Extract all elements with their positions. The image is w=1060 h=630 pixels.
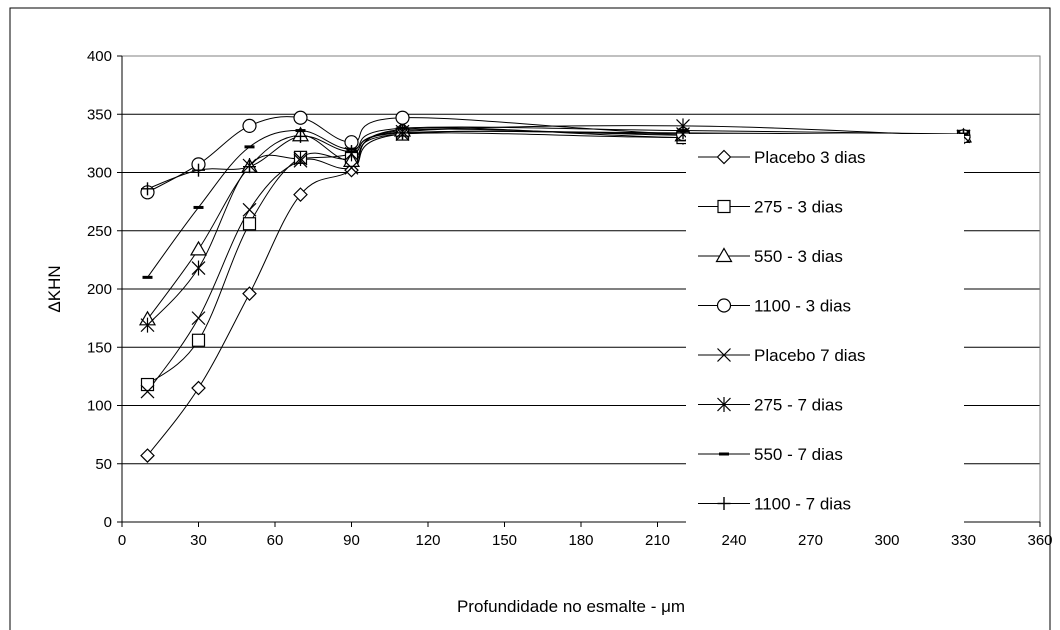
legend-marker <box>717 199 731 214</box>
legend: Placebo 3 dias 275 - 3 dias 550 - 3 dias 11… <box>686 134 964 528</box>
legend-background <box>686 134 964 528</box>
x-tick-label: 360 <box>1027 532 1052 549</box>
legend-item: Placebo 3 dias <box>698 148 866 167</box>
y-tick-label: 350 <box>87 106 112 123</box>
data-point-0 <box>191 380 206 396</box>
x-tick-label: 270 <box>798 532 823 549</box>
legend-label: 275 - 3 dias <box>754 198 843 217</box>
series-line-5 <box>147 125 964 326</box>
legend-item: Placebo 7 dias <box>698 346 866 365</box>
x-tick-label: 150 <box>492 532 517 549</box>
data-point-7 <box>676 126 690 140</box>
legend-marker <box>717 348 731 362</box>
legend-label: 1100 - 7 dias <box>754 495 851 514</box>
data-point-0 <box>293 187 308 202</box>
x-tick-label: 330 <box>951 532 976 549</box>
legend-item: 275 - 7 dias <box>698 396 843 415</box>
legend-label: 550 - 3 dias <box>754 247 843 266</box>
data-point-7 <box>243 160 256 174</box>
x-tick-label: 180 <box>568 532 593 549</box>
legend-marker <box>715 247 733 263</box>
data-point-1 <box>191 333 206 347</box>
data-point-7 <box>294 129 307 143</box>
data-point-7 <box>396 126 409 140</box>
legend-label: 1100 - 3 dias <box>754 297 851 316</box>
x-tick-label: 60 <box>267 532 284 549</box>
data-point-1 <box>140 377 155 392</box>
x-axis-ticks: 0 30 60 90 120 150 180 210 240 270 300 330 360 <box>118 521 1053 549</box>
x-tick-label: 90 <box>343 532 360 549</box>
legend-item: 275 - 3 dias <box>698 198 843 217</box>
y-tick-label: 150 <box>87 339 112 356</box>
y-tick-label: 200 <box>87 281 112 298</box>
x-tick-label: 300 <box>874 532 899 549</box>
y-tick-label: 50 <box>95 456 112 473</box>
data-point-4 <box>344 160 359 175</box>
y-axis-ticks: 0 50 100 150 200 250 300 350 400 <box>87 48 123 531</box>
data-point-0 <box>140 448 155 463</box>
y-tick-label: 0 <box>104 514 112 531</box>
data-point-1 <box>242 217 257 231</box>
y-axis-label: ΔKHN <box>45 265 64 312</box>
y-tick-label: 250 <box>87 223 112 240</box>
legend-item: 1100 - 3 dias <box>698 297 851 316</box>
x-tick-label: 120 <box>415 532 440 549</box>
x-tick-label: 30 <box>190 532 207 549</box>
series-line-6 <box>147 126 964 278</box>
series-line-7 <box>147 130 964 190</box>
legend-label: Placebo 3 dias <box>754 148 866 167</box>
y-tick-label: 300 <box>87 165 112 182</box>
legend-label: 550 - 7 dias <box>754 445 843 464</box>
legend-item: 1100 - 7 dias <box>698 495 851 514</box>
legend-marker <box>716 149 732 165</box>
data-point-7 <box>192 163 205 177</box>
x-tick-label: 210 <box>645 532 670 549</box>
data-point-3 <box>395 110 410 125</box>
data-point-4 <box>140 384 155 399</box>
legend-item: 550 - 7 dias <box>698 445 843 464</box>
data-point-5 <box>293 151 308 167</box>
data-point-7 <box>141 182 154 196</box>
data-point-4 <box>242 202 257 217</box>
y-tick-label: 100 <box>87 398 112 415</box>
legend-marker <box>717 397 731 412</box>
data-point-0 <box>242 286 257 302</box>
y-tick-label: 400 <box>87 48 112 65</box>
data-point-3 <box>293 110 308 125</box>
data-point-4 <box>191 311 206 326</box>
data-point-3 <box>242 118 257 134</box>
data-point-5 <box>191 260 206 276</box>
legend-label: 275 - 7 dias <box>754 396 843 415</box>
x-tick-label: 0 <box>118 532 126 549</box>
legend-item: 550 - 3 dias <box>698 247 843 266</box>
data-point-7 <box>345 145 358 159</box>
x-axis-label: Profundidade no esmalte - μm <box>457 597 685 616</box>
legend-label: Placebo 7 dias <box>754 346 866 365</box>
legend-marker <box>716 298 732 313</box>
legend-marker <box>717 497 731 510</box>
data-point-2 <box>189 240 208 256</box>
data-point-5 <box>140 317 155 333</box>
x-tick-label: 240 <box>721 532 746 549</box>
